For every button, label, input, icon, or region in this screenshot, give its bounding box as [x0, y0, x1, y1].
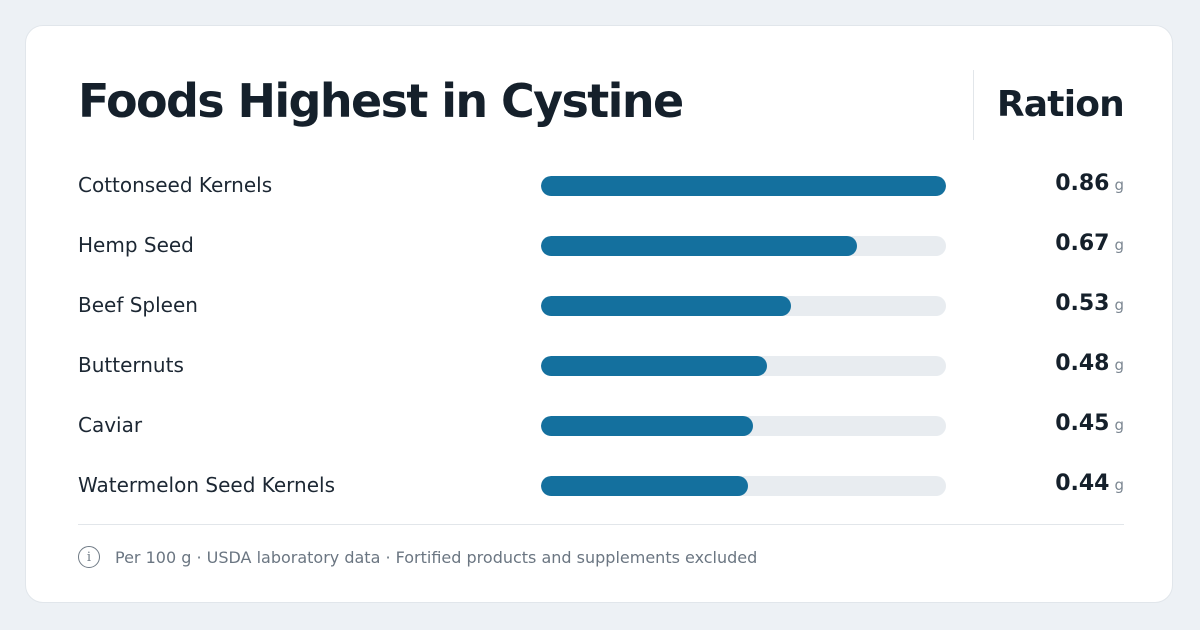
bar — [541, 236, 857, 256]
value-unit: g — [1114, 176, 1124, 194]
chart-card: Foods Highest in Cystine Ration Cottonse… — [25, 25, 1173, 603]
bar — [541, 416, 753, 436]
value-label: 0.86 g — [1055, 171, 1124, 196]
bar — [541, 476, 749, 496]
bar-row: Watermelon Seed Kernels 0.44 g — [26, 466, 1172, 506]
bar-row: Cottonseed Kernels 0.86 g — [26, 166, 1172, 206]
footer: i Per 100 g · USDA laboratory data · For… — [78, 544, 757, 570]
bar — [541, 176, 946, 196]
bar-track — [541, 476, 946, 496]
bar-track — [541, 416, 946, 436]
bar-track — [541, 296, 946, 316]
bar-row: Caviar 0.45 g — [26, 406, 1172, 446]
value-label: 0.45 g — [1055, 411, 1124, 436]
value-label: 0.44 g — [1055, 471, 1124, 496]
value-unit: g — [1114, 416, 1124, 434]
chart-title: Foods Highest in Cystine — [78, 74, 684, 128]
bar — [541, 356, 768, 376]
value-number: 0.44 — [1055, 471, 1110, 496]
value-number: 0.53 — [1055, 291, 1110, 316]
value-number: 0.45 — [1055, 411, 1110, 436]
bar-track — [541, 236, 946, 256]
category-label: Watermelon Seed Kernels — [78, 473, 335, 497]
value-number: 0.86 — [1055, 171, 1110, 196]
value-unit: g — [1114, 356, 1124, 374]
category-label: Hemp Seed — [78, 233, 194, 257]
value-label: 0.53 g — [1055, 291, 1124, 316]
value-number: 0.48 — [1055, 351, 1110, 376]
category-label: Cottonseed Kernels — [78, 173, 273, 197]
category-label: Beef Spleen — [78, 293, 198, 317]
bar-row: Beef Spleen 0.53 g — [26, 286, 1172, 326]
value-unit: g — [1114, 236, 1124, 254]
bar — [541, 296, 791, 316]
category-label: Caviar — [78, 413, 143, 437]
bar-track — [541, 356, 946, 376]
category-label: Butternuts — [78, 353, 184, 377]
value-label: 0.67 g — [1055, 231, 1124, 256]
value-unit: g — [1114, 476, 1124, 494]
value-label: 0.48 g — [1055, 351, 1124, 376]
bar-row: Butternuts 0.48 g — [26, 346, 1172, 386]
footer-divider — [78, 524, 1124, 525]
bar-row: Hemp Seed 0.67 g — [26, 226, 1172, 266]
footnote: Per 100 g · USDA laboratory data · Forti… — [115, 547, 758, 567]
value-unit: g — [1114, 296, 1124, 314]
header-divider — [973, 70, 974, 140]
bar-track — [541, 176, 946, 196]
column-header: Ration — [996, 84, 1125, 125]
value-number: 0.67 — [1055, 231, 1110, 256]
info-icon: i — [78, 546, 100, 568]
